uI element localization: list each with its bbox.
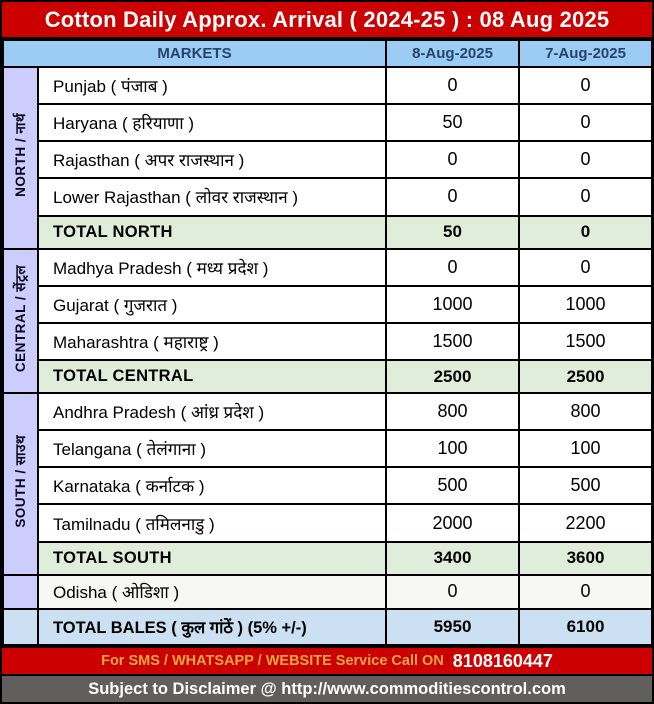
total-bales-value-7aug: 6100 bbox=[518, 607, 654, 647]
column-header-date-1: 8-Aug-2025 bbox=[385, 39, 521, 68]
lower-rajasthan-value-7aug: 0 bbox=[518, 177, 654, 217]
total-central-value-8aug: 2500 bbox=[385, 358, 521, 395]
market-name-tamilnadu: Tamilnadu ( तमिलनाडु ) bbox=[36, 503, 388, 543]
region-label-north: NORTH / नार्थ bbox=[2, 66, 39, 250]
report-title: Cotton Daily Approx. Arrival ( 2024-25 )… bbox=[2, 2, 652, 39]
region-label-central: CENTRAL / सेंट्रल bbox=[2, 247, 39, 395]
total-north-value-7aug: 0 bbox=[518, 214, 654, 250]
table-row: Telangana ( तेलंगाना ) 100 100 bbox=[3, 429, 654, 469]
table-row: SOUTH / साउथ Andhra Pradesh ( आंध्र प्रद… bbox=[2, 392, 654, 576]
odisha-value-7aug: 0 bbox=[518, 573, 654, 610]
haryana-value-7aug: 0 bbox=[518, 103, 654, 143]
andhra-pradesh-value-8aug: 800 bbox=[385, 392, 521, 432]
maharashtra-value-8aug: 1500 bbox=[385, 321, 521, 361]
andhra-pradesh-value-7aug: 800 bbox=[518, 392, 654, 432]
table-row: Maharashtra ( महाराष्ट्र ) 1500 1500 bbox=[3, 321, 654, 361]
lower-rajasthan-value-8aug: 0 bbox=[385, 177, 521, 217]
total-north-row: TOTAL NORTH 50 0 bbox=[3, 214, 654, 250]
market-name-karnataka: Karnataka ( कर्नाटक ) bbox=[36, 466, 388, 506]
gujarat-value-7aug: 1000 bbox=[518, 284, 654, 324]
haryana-value-8aug: 50 bbox=[385, 103, 521, 143]
column-header-markets: MARKETS bbox=[1, 39, 388, 68]
disclaimer-bar: Subject to Disclaimer @ http://www.commo… bbox=[2, 674, 652, 702]
gujarat-value-8aug: 1000 bbox=[385, 284, 521, 324]
sms-service-text: For SMS / WHATSAPP / WEBSITE Service Cal… bbox=[101, 653, 444, 669]
market-name-telangana: Telangana ( तेलंगाना ) bbox=[36, 429, 388, 469]
madhya-pradesh-value-8aug: 0 bbox=[385, 247, 521, 287]
karnataka-value-8aug: 500 bbox=[385, 466, 521, 506]
market-name-haryana: Haryana ( हरियाणा ) bbox=[36, 103, 388, 143]
market-name-rajasthan: Rajasthan ( अपर राजस्थान ) bbox=[36, 140, 388, 180]
table-row: NORTH / नार्थ Punjab ( पंजाब ) 0 0 bbox=[2, 65, 654, 250]
region-label-south: SOUTH / साउथ bbox=[2, 392, 39, 576]
market-name-gujarat: Gujarat ( गुजरात ) bbox=[36, 284, 388, 324]
table-row: Gujarat ( गुजरात ) 1000 1000 bbox=[3, 284, 654, 324]
madhya-pradesh-value-7aug: 0 bbox=[518, 247, 654, 287]
odisha-row: Odisha ( ओडिशा ) 0 0 bbox=[2, 573, 654, 610]
region-label-north-text: NORTH / नार्थ bbox=[12, 113, 28, 198]
sms-service-bar: For SMS / WHATSAPP / WEBSITE Service Cal… bbox=[2, 646, 652, 674]
tamilnadu-value-8aug: 2000 bbox=[385, 503, 521, 543]
total-bales-row: TOTAL BALES ( कुल गांठें ) (5% +/-) 5950… bbox=[2, 607, 654, 647]
market-name-lower-rajasthan: Lower Rajasthan ( लोवर राजस्थान ) bbox=[36, 177, 388, 217]
total-central-row: TOTAL CENTRAL 2500 2500 bbox=[3, 358, 654, 395]
odisha-region-strip bbox=[2, 573, 39, 610]
column-header-date-2: 7-Aug-2025 bbox=[518, 39, 654, 68]
region-label-central-text: CENTRAL / सेंट्रल bbox=[12, 264, 28, 372]
market-name-punjab: Punjab ( पंजाब ) bbox=[36, 65, 388, 106]
karnataka-value-7aug: 500 bbox=[518, 466, 654, 506]
total-north-label: TOTAL NORTH bbox=[36, 214, 388, 250]
telangana-value-7aug: 100 bbox=[518, 429, 654, 469]
total-north-value-8aug: 50 bbox=[385, 214, 521, 250]
table-row: Rajasthan ( अपर राजस्थान ) 0 0 bbox=[3, 140, 654, 180]
total-south-value-7aug: 3600 bbox=[518, 540, 654, 576]
table-row: Lower Rajasthan ( लोवर राजस्थान ) 0 0 bbox=[3, 177, 654, 217]
disclaimer-text: Subject to Disclaimer @ http://www.commo… bbox=[88, 679, 566, 698]
arrival-table: MARKETS 8-Aug-2025 7-Aug-2025 NORTH / ना… bbox=[1, 39, 654, 647]
tamilnadu-value-7aug: 2200 bbox=[518, 503, 654, 543]
rajasthan-value-8aug: 0 bbox=[385, 140, 521, 180]
sms-phone-number: 8108160447 bbox=[452, 650, 553, 671]
market-name-odisha: Odisha ( ओडिशा ) bbox=[36, 573, 388, 610]
telangana-value-8aug: 100 bbox=[385, 429, 521, 469]
total-south-row: TOTAL SOUTH 3400 3600 bbox=[3, 540, 654, 576]
market-name-maharashtra: Maharashtra ( महाराष्ट्र ) bbox=[36, 321, 388, 361]
total-south-value-8aug: 3400 bbox=[385, 540, 521, 576]
maharashtra-value-7aug: 1500 bbox=[518, 321, 654, 361]
total-bales-value-8aug: 5950 bbox=[385, 607, 521, 647]
punjab-value-7aug: 0 bbox=[518, 65, 654, 106]
table-row: CENTRAL / सेंट्रल Madhya Pradesh ( मध्य … bbox=[2, 247, 654, 395]
market-name-andhra-pradesh: Andhra Pradesh ( आंध्र प्रदेश ) bbox=[36, 392, 388, 432]
market-name-madhya-pradesh: Madhya Pradesh ( मध्य प्रदेश ) bbox=[36, 247, 388, 287]
total-bales-label: TOTAL BALES ( कुल गांठें ) (5% +/-) bbox=[36, 607, 388, 647]
table-row: Haryana ( हरियाणा ) 50 0 bbox=[3, 103, 654, 143]
rajasthan-value-7aug: 0 bbox=[518, 140, 654, 180]
table-header-row: MARKETS 8-Aug-2025 7-Aug-2025 bbox=[1, 39, 654, 68]
region-label-south-text: SOUTH / साउथ bbox=[12, 435, 28, 528]
table-row: Karnataka ( कर्नाटक ) 500 500 bbox=[3, 466, 654, 506]
total-bales-strip bbox=[2, 607, 39, 647]
odisha-value-8aug: 0 bbox=[385, 573, 521, 610]
total-central-label: TOTAL CENTRAL bbox=[36, 358, 388, 395]
total-central-value-7aug: 2500 bbox=[518, 358, 654, 395]
punjab-value-8aug: 0 bbox=[385, 65, 521, 106]
table-row: Tamilnadu ( तमिलनाडु ) 2000 2200 bbox=[3, 503, 654, 543]
total-south-label: TOTAL SOUTH bbox=[36, 540, 388, 576]
